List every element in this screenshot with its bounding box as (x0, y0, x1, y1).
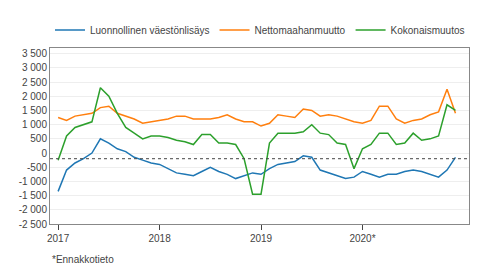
svg-text:-2 500: -2 500 (19, 219, 48, 230)
svg-text:2020*: 2020* (349, 233, 375, 244)
svg-text:-500: -500 (27, 162, 47, 173)
svg-text:2018: 2018 (148, 233, 171, 244)
svg-text:Nettomaahanmuutto: Nettomaahanmuutto (255, 25, 346, 36)
svg-text:1 000: 1 000 (22, 119, 47, 130)
svg-text:Luonnollinen väestönlisäys: Luonnollinen väestönlisäys (90, 25, 210, 36)
svg-text:Kokonaismuutos: Kokonaismuutos (391, 25, 465, 36)
svg-text:3 500: 3 500 (22, 48, 47, 59)
svg-text:500: 500 (30, 133, 47, 144)
svg-text:-2 000: -2 000 (19, 204, 48, 215)
svg-text:1 500: 1 500 (22, 105, 47, 116)
svg-text:2 000: 2 000 (22, 91, 47, 102)
svg-text:-1 000: -1 000 (19, 176, 48, 187)
svg-text:3 000: 3 000 (22, 62, 47, 73)
svg-text:*Ennakkotieto: *Ennakkotieto (52, 254, 114, 265)
svg-text:2019: 2019 (250, 233, 273, 244)
svg-text:-1 500: -1 500 (19, 190, 48, 201)
svg-text:2 500: 2 500 (22, 77, 47, 88)
svg-text:2017: 2017 (47, 233, 70, 244)
svg-text:0: 0 (41, 148, 47, 159)
